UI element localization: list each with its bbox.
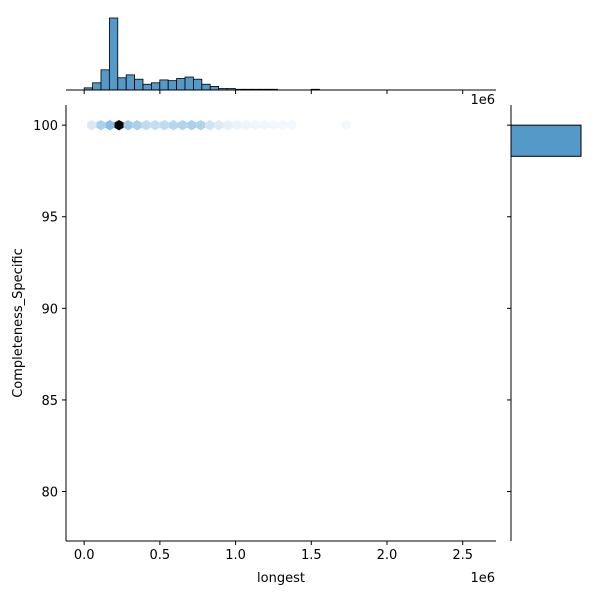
hexbin-cell bbox=[187, 119, 197, 131]
hexbin-cell bbox=[123, 119, 133, 131]
x-offset-label: 1e6 bbox=[470, 571, 495, 586]
hexbin-cell bbox=[241, 119, 251, 131]
hexbin-cell bbox=[159, 119, 169, 131]
hexbin-cell bbox=[259, 119, 269, 131]
top-hist-bar bbox=[117, 77, 127, 91]
x-tick-label: 0.0 bbox=[74, 548, 95, 563]
y-tick-label: 85 bbox=[41, 394, 58, 409]
hexbin-cell bbox=[250, 119, 260, 131]
y-tick-label: 95 bbox=[41, 211, 58, 226]
hexbin-cell bbox=[150, 119, 160, 131]
y-axis-label: Completeness_Specific bbox=[11, 248, 26, 398]
top-offset-label: 1e6 bbox=[470, 93, 495, 108]
top-hist-bar bbox=[125, 74, 135, 91]
hexbin-cell bbox=[214, 119, 224, 131]
top-hist-bar bbox=[159, 79, 169, 91]
top-hist-bar bbox=[108, 17, 119, 91]
x-tick-label: 1.0 bbox=[225, 548, 246, 563]
hexbin-cell bbox=[341, 119, 351, 131]
top-hist-bar bbox=[92, 82, 102, 91]
hexbin-cell bbox=[278, 119, 288, 131]
x-tick-label: 2.5 bbox=[452, 548, 473, 563]
top-hist-bar bbox=[142, 83, 152, 91]
y-tick-label: 100 bbox=[33, 119, 58, 134]
y-tick-label: 80 bbox=[41, 486, 58, 501]
main-hexbin-axes: 0.0 0.5 1.0 1.5 2.0 2.5 80 85 90 95 100 bbox=[33, 105, 496, 563]
y-tick-label: 90 bbox=[41, 302, 58, 317]
top-hist-bar bbox=[134, 78, 144, 91]
x-tick-label: 2.0 bbox=[377, 548, 398, 563]
hexbin-cell bbox=[205, 119, 215, 131]
top-hist-bar bbox=[150, 82, 161, 91]
hexbin-cell bbox=[114, 119, 124, 131]
hexbin-cell bbox=[223, 119, 233, 131]
top-hist-bar bbox=[193, 78, 203, 91]
hexbin-cell bbox=[268, 119, 278, 131]
top-hist-bar bbox=[100, 69, 110, 91]
hexbin-cell bbox=[232, 119, 242, 131]
hexbin-cell bbox=[87, 119, 97, 131]
top-hist-bar bbox=[209, 86, 220, 91]
right-marginal-histogram bbox=[507, 105, 582, 541]
hexbin-cell bbox=[141, 119, 151, 131]
hexbin-cell bbox=[196, 119, 206, 131]
x-tick-label: 0.5 bbox=[150, 548, 171, 563]
hexbin-cell bbox=[132, 119, 142, 131]
x-axis-label: longest bbox=[257, 571, 305, 586]
hexbin-cell bbox=[178, 119, 188, 131]
top-hist-bar bbox=[176, 78, 186, 91]
top-marginal-histogram bbox=[66, 17, 496, 94]
hexbin-cell bbox=[96, 119, 106, 131]
right-hist-bar bbox=[510, 124, 582, 157]
top-hist-bar bbox=[201, 83, 211, 91]
hexbin-cell bbox=[169, 119, 178, 131]
top-hist-bar bbox=[184, 76, 194, 91]
top-hist-bar bbox=[167, 80, 178, 91]
hexbin-cell bbox=[105, 119, 115, 131]
hexbin-cell bbox=[287, 119, 297, 131]
x-tick-label: 1.5 bbox=[301, 548, 322, 563]
